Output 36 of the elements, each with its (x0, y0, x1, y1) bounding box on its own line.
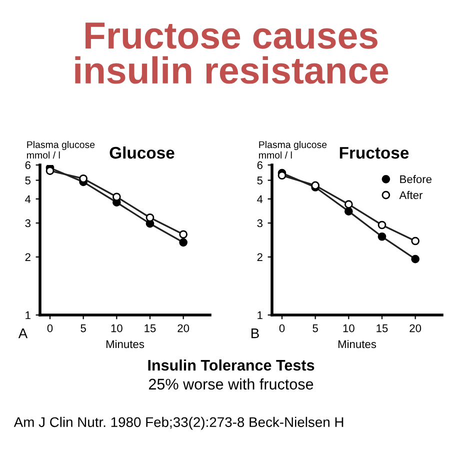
y-tick-label: 3 (25, 219, 30, 228)
y-tick-label: 5 (25, 176, 31, 184)
text: Am J Clin Nutr. 1980 Feb;33(2):273-8 Beck-Nielsen H (14, 416, 344, 430)
text: B (252, 328, 259, 338)
y-tick-label: 4 (257, 195, 263, 203)
y-axis-title: Plasma glucose mmol / l (27, 140, 95, 159)
text: Fructose causes insulin resistance (75, 22, 388, 84)
x-axis-title: Minutes (338, 340, 376, 348)
x-tick-label: 5 (80, 324, 86, 332)
x-tick-label: 10 (111, 324, 122, 332)
chart-title: Glucose (110, 146, 174, 159)
y-tick-label: 3 (257, 219, 262, 228)
chart-title: Fructose (340, 147, 409, 159)
legend-label: Before (400, 175, 432, 184)
y-tick-label: 6 (25, 161, 30, 170)
y-tick-label: 2 (25, 253, 30, 261)
x-tick-label: 0 (47, 324, 53, 332)
x-tick-label: 0 (279, 324, 285, 332)
x-tick-label: 15 (144, 324, 156, 332)
x-tick-label: 10 (343, 324, 354, 332)
text: Insulin Tolerance Tests (148, 359, 314, 371)
x-tick-label: 20 (410, 324, 422, 332)
text: A (18, 328, 28, 338)
y-tick-label: 1 (26, 311, 30, 320)
y-tick-label: 1 (258, 311, 262, 320)
y-tick-label: 4 (25, 195, 31, 203)
x-axis-title: Minutes (106, 340, 144, 348)
x-tick-label: 5 (312, 324, 318, 332)
text: 25% worse with fructose (148, 378, 314, 390)
x-tick-label: 20 (178, 324, 190, 332)
y-axis-title: Plasma glucose mmol / l (259, 140, 327, 159)
y-tick-label: 6 (257, 161, 262, 170)
y-tick-label: 2 (257, 253, 262, 261)
legend-label: After (399, 190, 423, 200)
y-tick-label: 5 (257, 176, 263, 184)
x-tick-label: 15 (376, 324, 388, 332)
